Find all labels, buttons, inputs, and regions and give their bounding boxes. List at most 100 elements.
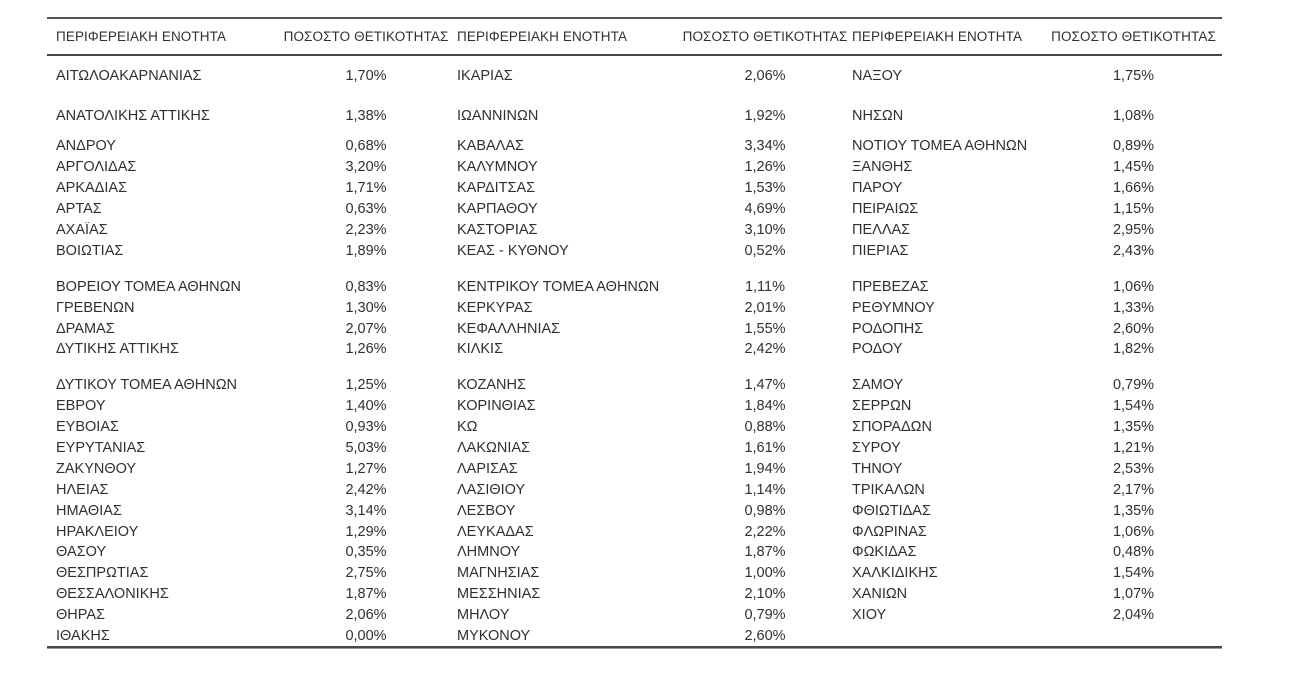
region-name-cell: ΔΥΤΙΚΟΥ ΤΟΜΕΑ ΑΘΗΝΩΝ [56, 377, 238, 394]
region-name-cell: ΚΕΝΤΡΙΚΟΥ ΤΟΜΕΑ ΑΘΗΝΩΝ [457, 278, 660, 295]
region-name-cell: ΚΕΑΣ - ΚΥΘΝΟΥ [457, 242, 569, 259]
positivity-value-cell: 2,06% [345, 607, 387, 624]
positivity-value-cell: 2,17% [1112, 481, 1155, 498]
positivity-value-cell: 2,06% [744, 68, 786, 84]
region-name-cell: ΤΗΝΟΥ [852, 460, 903, 477]
table-row: ΕΒΡΟΥ 1,40% ΚΟΡΙΝΘΙΑΣ 1,84% ΣΕΡΡΩΝ 1,54% [47, 396, 1222, 417]
region-name-cell: ΦΘΙΩΤΙΔΑΣ [852, 502, 931, 519]
positivity-value-cell: 2,01% [744, 299, 786, 316]
table-row: ΘΗΡΑΣ 2,06% ΜΗΛΟΥ 0,79% ΧΙΟΥ 2,04% [47, 605, 1222, 626]
positivity-value-cell: 1,55% [744, 320, 786, 337]
positivity-header-2: ΠΟΣΟΣΤΟ ΘΕΤΙΚΟΤΗΤΑΣ [682, 29, 848, 44]
table-row: ΑΡΤΑΣ 0,63% ΚΑΡΠΑΘΟΥ 4,69% ΠΕΙΡΑΙΩΣ 1,15% [47, 199, 1222, 220]
positivity-value-cell: 1,35% [1112, 419, 1155, 436]
positivity-value-cell: 2,60% [744, 628, 786, 645]
region-name-cell: ΠΙΕΡΙΑΣ [852, 242, 909, 259]
table-row: ΖΑΚΥΝΘΟΥ 1,27% ΛΑΡΙΣΑΣ 1,94% ΤΗΝΟΥ 2,53% [47, 458, 1222, 479]
positivity-value-cell: 2,75% [345, 565, 387, 582]
positivity-value-cell: 1,26% [744, 159, 786, 176]
region-name-cell: ΗΛΕΙΑΣ [56, 481, 109, 498]
table-row: ΗΡΑΚΛΕΙΟΥ 1,29% ΛΕΥΚΑΔΑΣ 2,22% ΦΛΩΡΙΝΑΣ 1,06% [47, 521, 1222, 542]
region-name-cell: ΛΑΚΩΝΙΑΣ [457, 440, 531, 457]
region-name-cell: ΚΑΡΠΑΘΟΥ [457, 201, 538, 218]
positivity-value-cell: 2,07% [345, 320, 387, 337]
positivity-value-cell: 2,43% [1112, 242, 1155, 259]
region-name-cell: ΝΟΤΙΟΥ ΤΟΜΕΑ ΑΘΗΝΩΝ [852, 138, 1028, 155]
positivity-value-cell: 1,92% [744, 108, 786, 124]
region-name-cell: ΣΥΡΟΥ [852, 440, 901, 457]
positivity-value-cell: 1,08% [1112, 108, 1155, 124]
positivity-value-cell: 2,95% [1112, 222, 1155, 238]
table-header-row: ΠΕΡΙΦΕΡΕΙΑΚΗ ΕΝΟΤΗΤΑ ΠΟΣΟΣΤΟ ΘΕΤΙΚΟΤΗΤΑΣ… [47, 17, 1222, 56]
positivity-value-cell: 1,71% [345, 180, 387, 197]
table-row: ΒΟΙΩΤΙΑΣ 1,89% ΚΕΑΣ - ΚΥΘΝΟΥ 0,52% ΠΙΕΡΙΑΣ 2,… [47, 240, 1222, 261]
table-body: ΑΙΤΩΛΟΑΚΑΡΝΑΝΙΑΣ 1,70% ΙΚΑΡΙΑΣ 2,06% ΝΑΞΟΥ 1,… [47, 56, 1222, 646]
region-name-cell: ΚΙΛΚΙΣ [457, 341, 504, 358]
positivity-value-cell: 1,00% [744, 565, 786, 582]
region-name-cell: ΛΕΣΒΟΥ [457, 502, 516, 519]
positivity-value-cell: 0,63% [345, 201, 387, 218]
region-name-cell: ΧΑΛΚΙΔΙΚΗΣ [852, 565, 938, 582]
region-name-cell: ΖΑΚΥΝΘΟΥ [56, 460, 137, 477]
positivity-value-cell: 0,98% [744, 502, 786, 519]
positivity-value-cell: 1,66% [1112, 180, 1155, 197]
table-row: ΘΕΣΠΡΩΤΙΑΣ 2,75% ΜΑΓΝΗΣΙΑΣ 1,00% ΧΑΛΚΙΔΙΚΗΣ 1… [47, 563, 1222, 584]
positivity-value-cell: 2,42% [345, 481, 387, 498]
region-name-cell: ΑΝΔΡΟΥ [56, 138, 116, 155]
region-name-cell: ΚΑΛΥΜΝΟΥ [457, 159, 538, 176]
table-row: ΔΥΤΙΚΗΣ ΑΤΤΙΚΗΣ 1,26% ΚΙΛΚΙΣ 2,42% ΡΟΔΟΥ 1,82… [47, 339, 1222, 360]
positivity-value-cell: 0,52% [744, 242, 786, 259]
region-header-1: ΠΕΡΙΦΕΡΕΙΑΚΗ ΕΝΟΤΗΤΑ [56, 29, 227, 44]
positivity-value-cell: 1,27% [345, 460, 387, 477]
positivity-value-cell: 0,88% [744, 419, 786, 436]
positivity-value-cell: 4,69% [744, 201, 786, 218]
positivity-value-cell: 1,40% [345, 398, 387, 415]
positivity-value-cell: 1,54% [1112, 565, 1155, 582]
region-name-cell: ΣΠΟΡΑΔΩΝ [852, 419, 932, 436]
positivity-value-cell: 1,84% [744, 398, 786, 415]
positivity-value-cell: 1,06% [1112, 278, 1155, 295]
positivity-value-cell: 1,35% [1112, 502, 1155, 519]
region-name-cell: ΚΑΒΑΛΑΣ [457, 138, 525, 155]
positivity-value-cell: 1,45% [1112, 159, 1155, 176]
table-row: ΑΝΑΤΟΛΙΚΗΣ ΑΤΤΙΚΗΣ 1,38% ΙΩΑΝΝΙΝΩΝ 1,92% ΝΗΣ… [47, 96, 1222, 136]
region-name-cell: ΧΑΝΙΩΝ [852, 586, 908, 603]
region-name-cell: ΠΕΙΡΑΙΩΣ [852, 201, 919, 218]
positivity-value-cell: 1,61% [744, 440, 786, 457]
positivity-value-cell: 1,82% [1112, 341, 1155, 358]
region-name-cell: ΡΟΔΟΠΗΣ [852, 320, 924, 337]
region-name-cell: ΧΙΟΥ [852, 607, 887, 624]
positivity-value-cell: 1,30% [345, 299, 387, 316]
positivity-table: ΠΕΡΙΦΕΡΕΙΑΚΗ ΕΝΟΤΗΤΑ ΠΟΣΟΣΤΟ ΘΕΤΙΚΟΤΗΤΑΣ… [47, 17, 1222, 650]
positivity-value-cell: 1,54% [1112, 398, 1155, 415]
positivity-value-cell: 0,83% [345, 278, 387, 295]
region-name-cell: ΗΡΑΚΛΕΙΟΥ [56, 523, 139, 540]
positivity-value-cell: 1,87% [744, 544, 786, 561]
positivity-value-cell: 1,14% [744, 481, 786, 498]
positivity-value-cell: 0,79% [1112, 377, 1155, 394]
region-name-cell: ΛΑΡΙΣΑΣ [457, 460, 518, 477]
positivity-value-cell: 2,60% [1112, 320, 1155, 337]
region-name-cell: ΑΙΤΩΛΟΑΚΑΡΝΑΝΙΑΣ [56, 68, 202, 84]
region-name-cell: ΛΗΜΝΟΥ [457, 544, 521, 561]
table-row: ΕΥΒΟΙΑΣ 0,93% ΚΩ 0,88% ΣΠΟΡΑΔΩΝ 1,35% [47, 417, 1222, 438]
positivity-header-1: ΠΟΣΟΣΤΟ ΘΕΤΙΚΟΤΗΤΑΣ [283, 29, 449, 44]
region-name-cell: ΜΕΣΣΗΝΙΑΣ [457, 586, 541, 603]
positivity-value-cell: 1,70% [345, 68, 387, 84]
region-header-3: ΠΕΡΙΦΕΡΕΙΑΚΗ ΕΝΟΤΗΤΑ [852, 29, 1023, 44]
region-name-cell: ΕΥΡΥΤΑΝΙΑΣ [56, 440, 146, 457]
region-name-cell: ΚΟΖΑΝΗΣ [457, 377, 526, 394]
positivity-value-cell: 0,93% [345, 419, 387, 436]
region-name-cell: ΔΥΤΙΚΗΣ ΑΤΤΙΚΗΣ [56, 341, 179, 358]
positivity-value-cell: 1,33% [1112, 299, 1155, 316]
region-name-cell: ΦΛΩΡΙΝΑΣ [852, 523, 927, 540]
positivity-value-cell: 1,11% [744, 278, 786, 295]
region-name-cell: ΓΡΕΒΕΝΩΝ [56, 299, 135, 316]
positivity-value-cell: 0,89% [1112, 138, 1155, 155]
table-row: ΗΛΕΙΑΣ 2,42% ΛΑΣΙΘΙΟΥ 1,14% ΤΡΙΚΑΛΩΝ 2,17% [47, 479, 1222, 500]
positivity-value-cell: 1,94% [744, 460, 786, 477]
positivity-value-cell: 2,53% [1112, 460, 1155, 477]
positivity-value-cell: 3,10% [744, 222, 786, 238]
region-name-cell: ΙΚΑΡΙΑΣ [457, 68, 513, 84]
region-name-cell: ΕΥΒΟΙΑΣ [56, 419, 119, 436]
